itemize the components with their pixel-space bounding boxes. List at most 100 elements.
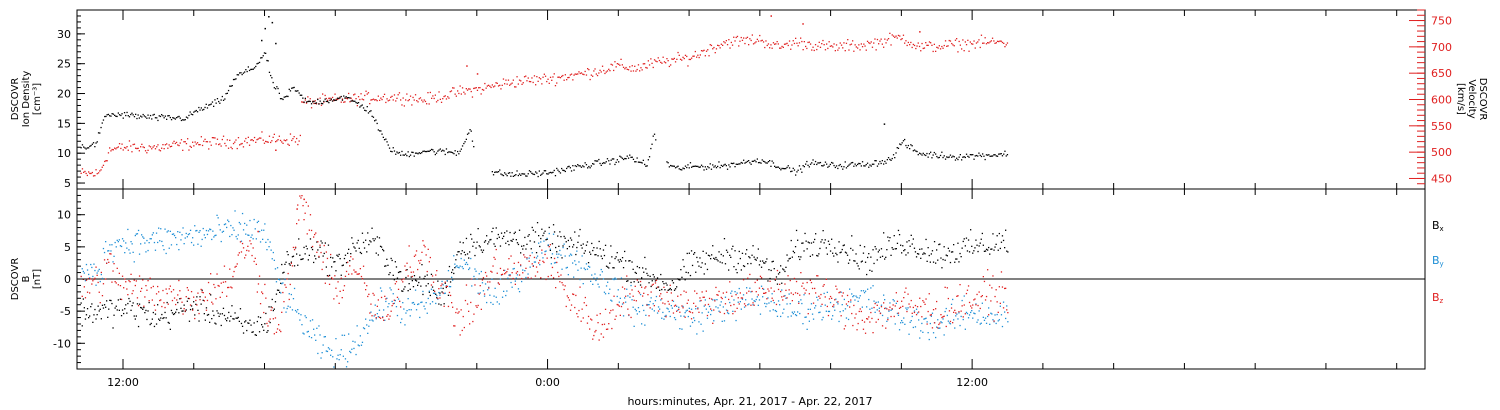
- bz-point-362: [464, 299, 467, 302]
- bx-point-156: [246, 329, 248, 332]
- by-point-497: [609, 288, 611, 290]
- ion-density-point-137: [250, 68, 252, 71]
- bz-point-521: [633, 299, 635, 301]
- by-point-455: [564, 255, 566, 257]
- velocity-point-612: [838, 47, 840, 49]
- ion-density-point-440: [642, 159, 644, 161]
- bx-point-677: [799, 258, 801, 261]
- bz-point-559: [673, 305, 676, 307]
- ion-density-point-467: [686, 166, 688, 169]
- velocity-point-630: [860, 43, 862, 45]
- velocity-point-737: [993, 40, 995, 42]
- bz-point-541: [654, 282, 657, 284]
- by-point-164: [254, 228, 256, 230]
- bz-point-739: [864, 332, 867, 334]
- velocity-point-497: [696, 56, 698, 58]
- ion-density-point-337: [515, 174, 517, 176]
- by-point-479: [590, 280, 592, 282]
- bz-point-481: [591, 319, 593, 321]
- bz-point-451: [559, 281, 561, 283]
- velocity-point-706: [954, 39, 957, 41]
- velocity-point-240: [377, 95, 379, 97]
- by-point-333: [435, 302, 437, 305]
- bx-point-716: [840, 251, 842, 253]
- bx-point-9: [90, 306, 92, 308]
- bx-point-442: [549, 249, 551, 251]
- ion-density-point-556: [796, 171, 798, 173]
- velocity-point-688: [932, 50, 934, 53]
- velocity-point-178: [301, 101, 303, 103]
- bx-point-719: [843, 244, 845, 246]
- ion-density-point-492: [717, 165, 719, 168]
- by-point-815: [946, 314, 948, 317]
- velocity-point-598: [821, 43, 823, 45]
- bx-point-639: [758, 264, 761, 266]
- bz-point-54: [137, 305, 140, 307]
- bx-point-767: [894, 248, 896, 250]
- by-point-761: [889, 302, 891, 304]
- bz-point-605: [722, 292, 724, 294]
- by-point-127: [215, 234, 217, 236]
- bz-point-405: [510, 255, 512, 257]
- bx-point-595: [712, 245, 714, 247]
- bz-point-773: [901, 300, 903, 302]
- velocity-point-158: [276, 140, 278, 142]
- ion-density-point-89: [190, 113, 192, 115]
- bx-point-643: [763, 262, 765, 264]
- bz-point-409: [514, 283, 516, 285]
- velocity-point-138: [251, 139, 253, 141]
- ion-density-point-506: [734, 166, 736, 168]
- ion-density-point-90: [192, 114, 194, 116]
- bx-point-756: [883, 232, 885, 234]
- bx-point-223: [317, 249, 319, 251]
- bz-point-708: [832, 305, 834, 308]
- by-point-595: [713, 320, 715, 322]
- bz-point-278: [375, 317, 377, 319]
- ion-density-point-209: [339, 97, 341, 99]
- bz-point-759: [886, 308, 888, 310]
- velocity-point-124: [234, 141, 236, 143]
- velocity-point-572: [788, 40, 791, 42]
- ion-density-point-442: [645, 165, 647, 167]
- bz-point-378: [481, 279, 484, 281]
- velocity-point-127: [237, 137, 240, 139]
- by-point-302: [402, 302, 404, 304]
- ion-density-point-237: [374, 120, 376, 122]
- ion-density-point-352: [533, 173, 536, 176]
- velocity-point-506: [707, 49, 709, 51]
- ion-density-point-568: [811, 162, 813, 164]
- by-point-804: [935, 336, 937, 339]
- velocity-point-195: [322, 93, 324, 95]
- ion-density-point-444: [647, 159, 649, 161]
- ion-density-point-186: [310, 103, 313, 105]
- velocity-point-340: [501, 84, 503, 86]
- velocity-point-50: [142, 146, 144, 148]
- bx-point-299: [397, 271, 400, 274]
- bx-point-476: [585, 244, 588, 246]
- by-point-410: [516, 274, 519, 276]
- bx-point-790: [919, 248, 921, 250]
- bz-point-14: [95, 266, 97, 268]
- velocity-point-362: [528, 80, 531, 83]
- velocity-point-41: [131, 151, 133, 153]
- bx-point-87: [172, 313, 175, 316]
- ion-density-point-537: [772, 162, 775, 164]
- bz-point-817: [947, 297, 949, 300]
- bz-point-716: [840, 315, 842, 317]
- bx-point-320: [420, 285, 422, 287]
- bz-point-285: [383, 319, 385, 321]
- bz-point-99: [185, 296, 187, 298]
- velocity-point-61: [156, 146, 158, 148]
- bx-point-785: [913, 247, 916, 249]
- bz-point-705: [828, 298, 831, 300]
- ion-density-point-516: [746, 160, 749, 163]
- bx-point-796: [925, 238, 927, 241]
- bz-point-748: [874, 302, 876, 305]
- bx-point-660: [781, 282, 783, 284]
- bz-point-413: [518, 274, 521, 276]
- bz-point-487: [597, 322, 599, 324]
- bz-point-94: [180, 297, 182, 300]
- bz-point-443: [550, 274, 552, 277]
- bx-point-2: [82, 298, 84, 300]
- bx-point-707: [831, 238, 833, 240]
